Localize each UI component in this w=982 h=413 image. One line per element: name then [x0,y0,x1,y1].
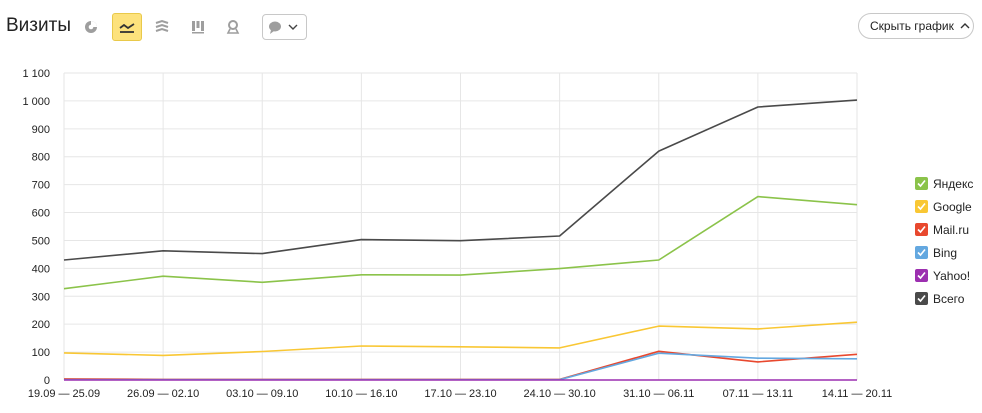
hide-chart-label: Скрыть график [870,19,954,33]
legend-label: Mail.ru [933,222,970,237]
legend-item[interactable]: Яндекс [915,172,973,195]
map-pin-icon [226,20,240,34]
series-line-0 [63,195,858,290]
x-tick-label: 19.09 — 25.09 [28,388,100,400]
chart-legend: Яндекс Google Mail.ru Bing Yahoo! Всего [915,172,973,310]
y-tick-label: 800 [32,152,50,164]
checkbox-icon[interactable] [915,200,928,213]
legend-item[interactable]: Mail.ru [915,218,973,241]
checkbox-icon[interactable] [915,269,928,282]
y-tick-label: 500 [32,235,50,247]
chart-toolbar: Визиты [0,0,982,56]
y-tick-label: 700 [32,180,50,192]
pie-chart-button[interactable] [76,13,106,41]
y-tick-label: 600 [32,208,50,220]
stacked-area-button[interactable] [147,13,177,41]
x-axis-ticks: 19.09 — 25.09 26.09 — 02.10 03.10 — 09.10 1… [28,388,892,400]
page-title: Визиты [6,15,71,36]
y-tick-label: 900 [32,124,50,136]
legend-label: Yahoo! [933,268,971,283]
chevron-down-icon [288,24,298,30]
line-chart-icon [119,23,135,33]
checkbox-icon[interactable] [915,223,928,236]
x-tick-label: 26.09 — 02.10 [127,388,199,400]
legend-item[interactable]: Всего [915,287,973,310]
comment-icon [269,21,281,34]
checkbox-icon[interactable] [915,292,928,305]
chart-series [63,99,858,381]
y-tick-label: 300 [32,291,50,303]
series-line-1 [63,321,858,357]
map-button[interactable] [218,13,248,41]
chevron-up-icon [960,23,970,29]
visits-line-chart: 0 100 200 300 400 500 600 700 800 900 1 000 1 100 1… [22,68,892,400]
x-tick-label: 24.10 — 30.10 [524,388,596,400]
checkbox-icon[interactable] [915,177,928,190]
hide-chart-button[interactable]: Скрыть график [858,13,974,39]
annotations-dropdown[interactable] [262,14,307,40]
y-tick-label: 0 [44,375,50,387]
x-tick-label: 17.10 — 23.10 [424,388,496,400]
legend-label: Google [933,199,972,214]
y-tick-label: 1 100 [22,68,50,80]
x-tick-label: 14.11 — 20.11 [822,388,893,400]
x-tick-label: 31.10 — 06.11 [623,388,694,400]
legend-label: Всего [933,291,965,306]
legend-item[interactable]: Google [915,195,973,218]
pie-chart-icon [85,21,97,33]
series-line-5 [63,99,858,261]
bar-chart-button[interactable] [183,13,213,41]
y-tick-label: 1 000 [22,96,50,108]
checkbox-icon[interactable] [915,246,928,259]
x-tick-label: 07.11 — 13.11 [723,388,794,400]
x-tick-label: 03.10 — 09.10 [226,388,298,400]
y-tick-label: 400 [32,263,50,275]
legend-label: Bing [933,245,958,260]
legend-item[interactable]: Bing [915,241,973,264]
y-tick-label: 200 [32,319,50,331]
stacked-area-icon [155,19,169,32]
bar-chart-icon [192,21,204,34]
legend-item[interactable]: Yahoo! [915,264,973,287]
line-chart-button[interactable] [112,13,142,41]
y-axis-ticks: 0 100 200 300 400 500 600 700 800 900 1 000 1 100 [22,68,50,387]
chart-grid [63,72,858,381]
y-tick-label: 100 [32,347,50,359]
x-tick-label: 10.10 — 16.10 [325,388,397,400]
legend-label: Яндекс [933,176,974,191]
